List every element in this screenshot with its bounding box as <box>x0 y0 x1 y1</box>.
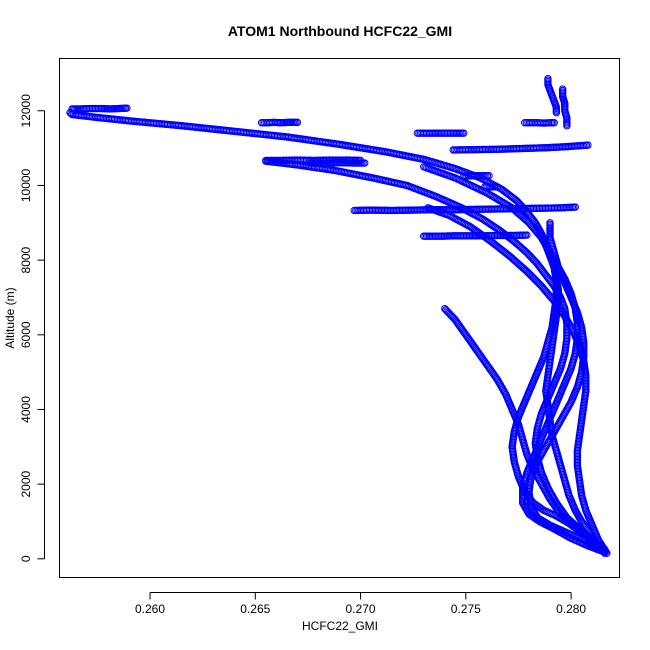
series-15 <box>449 141 592 154</box>
x-tick-label: 0.265 <box>240 602 270 616</box>
series-11 <box>306 158 369 167</box>
data-point <box>546 219 554 227</box>
x-tick-label: 0.270 <box>346 602 376 616</box>
data-point <box>493 183 502 191</box>
x-tick-label: 0.280 <box>556 602 586 616</box>
x-tick-label: 0.260 <box>135 602 165 616</box>
data-point <box>536 231 544 240</box>
data-point <box>519 500 528 508</box>
data-point <box>460 129 468 137</box>
data-points <box>66 74 611 557</box>
data-point <box>584 141 592 149</box>
data-point <box>500 187 508 195</box>
series-12 <box>350 203 579 215</box>
data-point <box>550 119 558 127</box>
data-point <box>123 104 131 112</box>
series-13 <box>420 231 531 240</box>
y-tick-label: 6000 <box>19 321 33 348</box>
data-point <box>443 307 451 315</box>
series-14 <box>413 129 468 137</box>
y-tick-label: 4000 <box>19 396 33 423</box>
y-tick-label: 8000 <box>19 246 33 273</box>
data-point <box>293 118 302 127</box>
chart-title: ATOM1 Northbound HCFC22_GMI <box>228 23 452 39</box>
y-tick-label: 2000 <box>19 470 33 497</box>
y-tick-label: 10000 <box>19 168 33 202</box>
series-16 <box>521 119 558 127</box>
series-8 <box>68 104 131 113</box>
y-axis: 0 2000 4000 6000 8000 10000 12000 <box>19 94 45 562</box>
x-axis-label: HCFC22_GMI <box>302 619 378 633</box>
y-axis-label: Altitude (m) <box>3 287 17 348</box>
data-point <box>361 159 369 167</box>
data-point <box>485 172 493 180</box>
series-18 <box>558 85 571 130</box>
plot-frame <box>59 58 620 578</box>
series-19 <box>481 183 502 191</box>
y-tick-label: 0 <box>19 555 33 562</box>
x-tick-label: 0.275 <box>451 602 481 616</box>
data-point <box>563 122 571 130</box>
data-point <box>571 203 579 211</box>
series-2 <box>262 157 609 556</box>
y-tick-label: 12000 <box>19 94 33 128</box>
series-7 <box>525 219 605 554</box>
data-point <box>442 306 450 314</box>
series-3 <box>441 304 607 552</box>
series-9 <box>257 118 302 127</box>
data-point <box>523 231 531 239</box>
x-axis: 0.260 0.265 0.270 0.275 0.280 <box>135 592 586 616</box>
data-point <box>420 163 428 171</box>
data-point <box>552 108 561 117</box>
series-5 <box>424 204 611 557</box>
series-20 <box>460 172 493 180</box>
data-point <box>535 230 544 238</box>
series-17 <box>544 74 561 117</box>
data-point <box>441 304 449 313</box>
